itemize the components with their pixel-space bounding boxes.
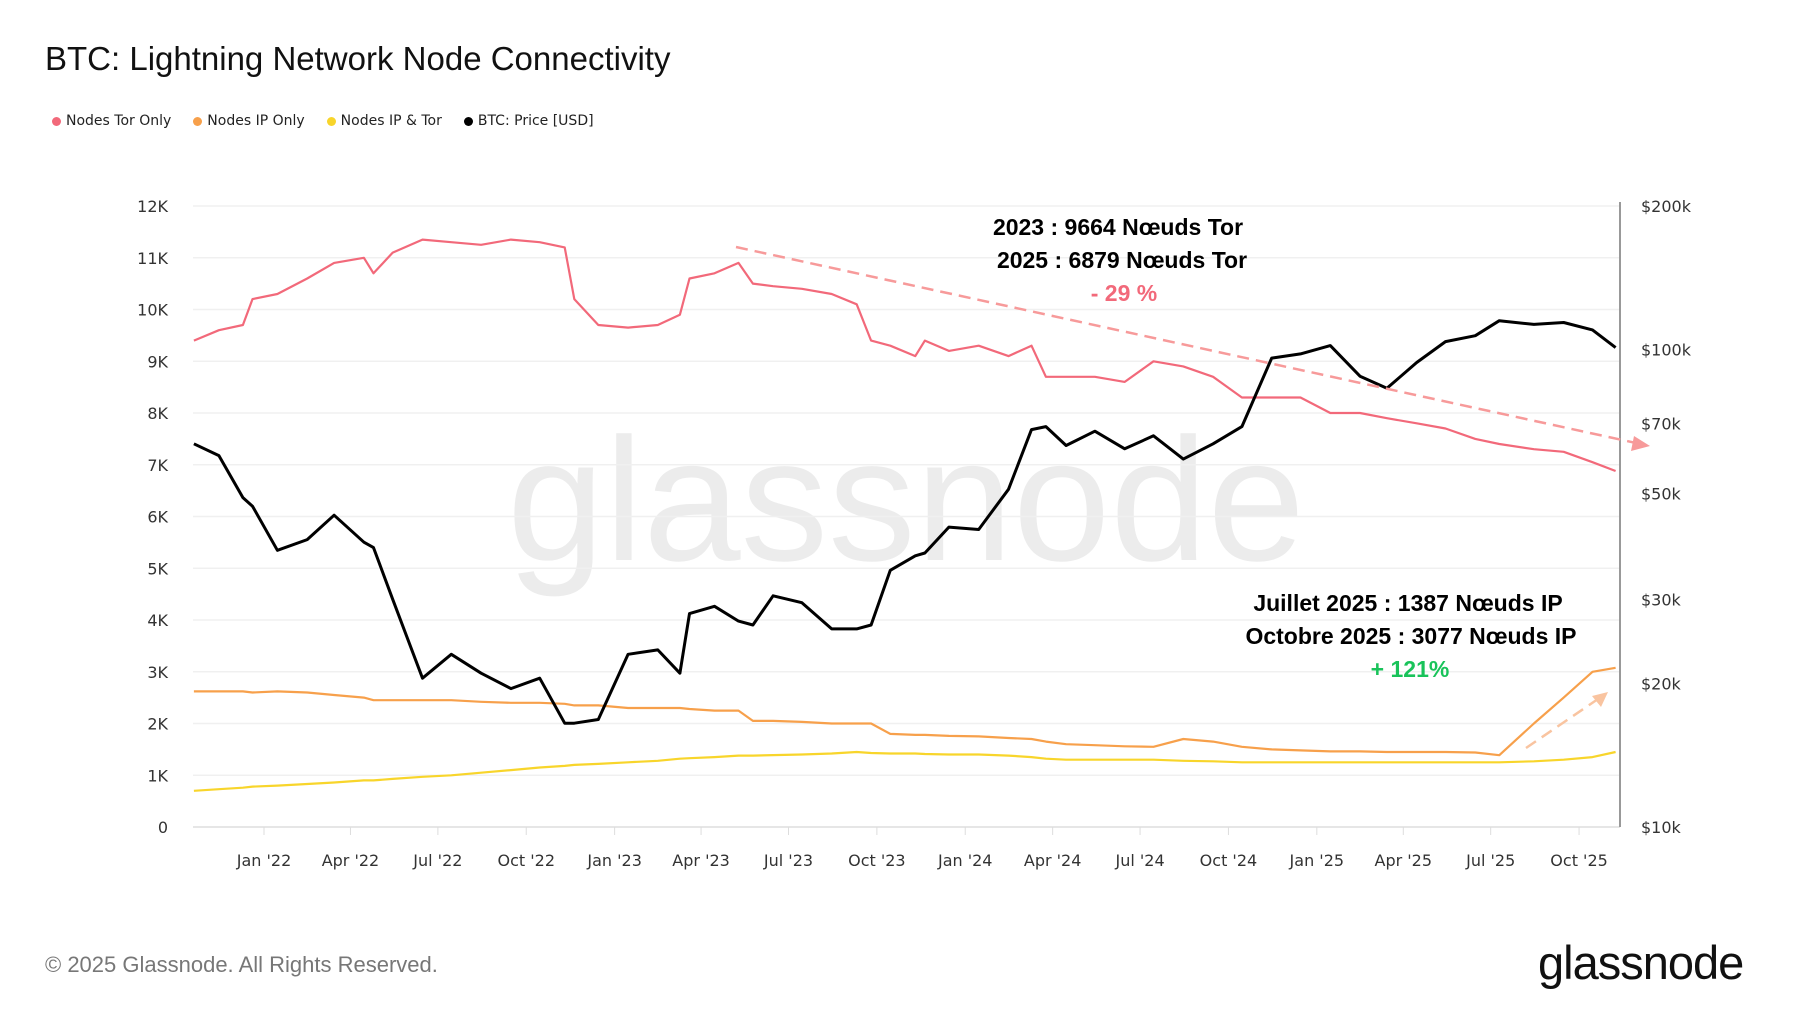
x-tick-label: Oct '23 [848, 851, 906, 870]
y-left-tick-label: 11K [137, 249, 168, 268]
ip-only-line [193, 666, 1616, 757]
series-lines [193, 238, 1617, 792]
legend-label: Nodes Tor Only [66, 113, 172, 129]
y-right-tick-label: $200k [1641, 197, 1692, 216]
trend-arrows [735, 245, 1650, 750]
y-left-tick-label: 0 [158, 818, 168, 837]
legend-item-btc-price[interactable]: BTC: Price [USD] [463, 113, 594, 129]
tor-arrow-head-icon [1631, 436, 1650, 451]
y-left-tick-label: 10K [137, 301, 168, 320]
legend-label: Nodes IP Only [207, 113, 305, 129]
btc-price-line [193, 319, 1617, 725]
y-left-tick-label: 4K [147, 611, 168, 630]
x-tick-label: Oct '25 [1550, 851, 1608, 870]
ip-arrow-head-icon [1592, 692, 1608, 707]
watermark: glassnode [507, 403, 1305, 598]
legend-item-ip-only[interactable]: Nodes IP Only [193, 113, 305, 129]
x-tick-label: Oct '24 [1200, 851, 1258, 870]
x-tick-label: Jan '23 [586, 851, 642, 870]
y-left-tick-label: 2K [147, 715, 168, 734]
legend-dot [463, 116, 473, 126]
annotations: 2023 : 9664 Nœuds Tor 2025 : 6879 Nœuds … [993, 214, 1577, 682]
legend-dot [326, 116, 336, 126]
y-left-tick-label: 1K [147, 766, 168, 785]
legend-item-ip-and-tor[interactable]: Nodes IP & Tor [326, 113, 442, 129]
legend-label: Nodes IP & Tor [340, 113, 442, 129]
y-right-tick-label: $30k [1641, 590, 1682, 609]
y-left-tick-label: 5K [147, 559, 168, 578]
legend-dot [52, 116, 61, 126]
legend-item-tor-only[interactable]: Nodes Tor Only [52, 113, 171, 129]
ip-trend-arrow [1525, 697, 1599, 750]
x-tick-label: Jul '25 [1465, 851, 1515, 870]
annotation-tor-2025: 2025 : 6879 Nœuds Tor [997, 247, 1247, 273]
y-right-tick-label: $20k [1641, 674, 1682, 693]
annotation-ip-july: Juillet 2025 : 1387 Nœuds IP [1253, 590, 1562, 616]
annotation-tor-change: - 29 % [1091, 280, 1157, 306]
y-right-tick-label: $10k [1641, 818, 1682, 837]
y-right-tick-label: $100k [1641, 341, 1692, 360]
y-left-tick-label: 7K [147, 456, 168, 475]
x-tick-label: Apr '24 [1024, 851, 1082, 870]
annotation-ip-october: Octobre 2025 : 3077 Nœuds IP [1245, 623, 1576, 649]
x-tick-label: Jul '24 [1114, 851, 1164, 870]
x-tick-label: Jan '22 [236, 851, 292, 870]
x-tick-label: Apr '22 [322, 851, 380, 870]
gridlines [193, 205, 1620, 828]
y-right-tick-label: $50k [1641, 484, 1682, 503]
y-left-tick-label: 12K [137, 197, 168, 216]
ip-and-tor-line [193, 750, 1616, 792]
x-tick-label: Jul '22 [412, 851, 462, 870]
chart-title: BTC: Lightning Network Node Connectivity [45, 40, 671, 77]
x-tick-label: Jul '23 [763, 851, 813, 870]
copyright: © 2025 Glassnode. All Rights Reserved. [45, 952, 438, 977]
y-left-tick-label: 8K [147, 404, 168, 423]
x-tick-label: Apr '23 [672, 851, 730, 870]
y-left-tick-label: 6K [147, 508, 168, 527]
axes: 0 1K 2K 3K 4K 5K 6K 7K 8K 9K 10K 11K 12K $10k $20k $30k… [137, 197, 1692, 870]
x-tick-label: Oct '22 [497, 851, 555, 870]
y-right-tick-label: $70k [1641, 415, 1682, 434]
y-left-tick-label: 3K [147, 663, 168, 682]
legend-label: BTC: Price [USD] [477, 113, 594, 129]
legend: Nodes Tor Only Nodes IP Only Nodes IP & … [52, 113, 594, 129]
x-tick-label: Apr '25 [1375, 851, 1433, 870]
y-left-tick-label: 9K [147, 352, 168, 371]
x-tick-label: Jan '25 [1289, 851, 1345, 870]
annotation-tor-2023: 2023 : 9664 Nœuds Tor [993, 214, 1243, 240]
legend-dot [193, 116, 203, 126]
tor-trend-arrow [735, 245, 1637, 445]
x-tick-label: Jan '24 [937, 851, 993, 870]
annotation-ip-change: + 121% [1371, 656, 1450, 682]
glassnode-logo: glassnode [1538, 936, 1744, 989]
tor-only-line [193, 238, 1616, 473]
